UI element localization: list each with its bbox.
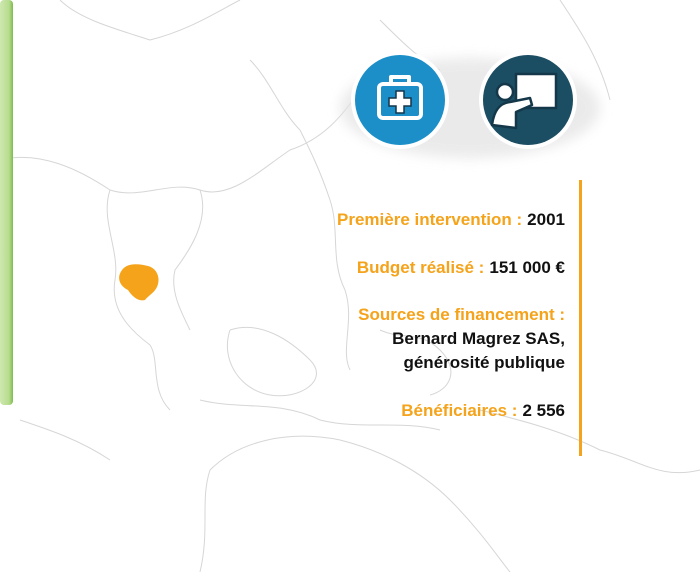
fact: Première intervention :2001	[337, 208, 565, 232]
fact-label: Sources de financement :	[358, 305, 565, 324]
fact-value: générosité publique	[403, 353, 565, 372]
fact-value: 2001	[527, 210, 565, 229]
fact-label: Bénéficiaires :	[401, 401, 518, 420]
presenter	[490, 72, 558, 130]
fact-value: 2 556	[522, 401, 565, 420]
cross	[388, 90, 412, 114]
fact: Budget réalisé :151 000 €	[357, 256, 565, 280]
fact-value: 151 000 €	[489, 258, 565, 277]
fact-label: Budget réalisé :	[356, 258, 485, 277]
fact-label: Première intervention :	[337, 210, 523, 229]
fact: Bénéficiaires :2 556	[401, 399, 565, 423]
cambodia	[119, 264, 159, 301]
fact-value: Bernard Magrez SAS,	[392, 329, 565, 348]
side-bar	[0, 0, 13, 405]
fact: Sources de financement : Bernard Magrez …	[358, 303, 565, 375]
accent-line	[579, 180, 582, 456]
